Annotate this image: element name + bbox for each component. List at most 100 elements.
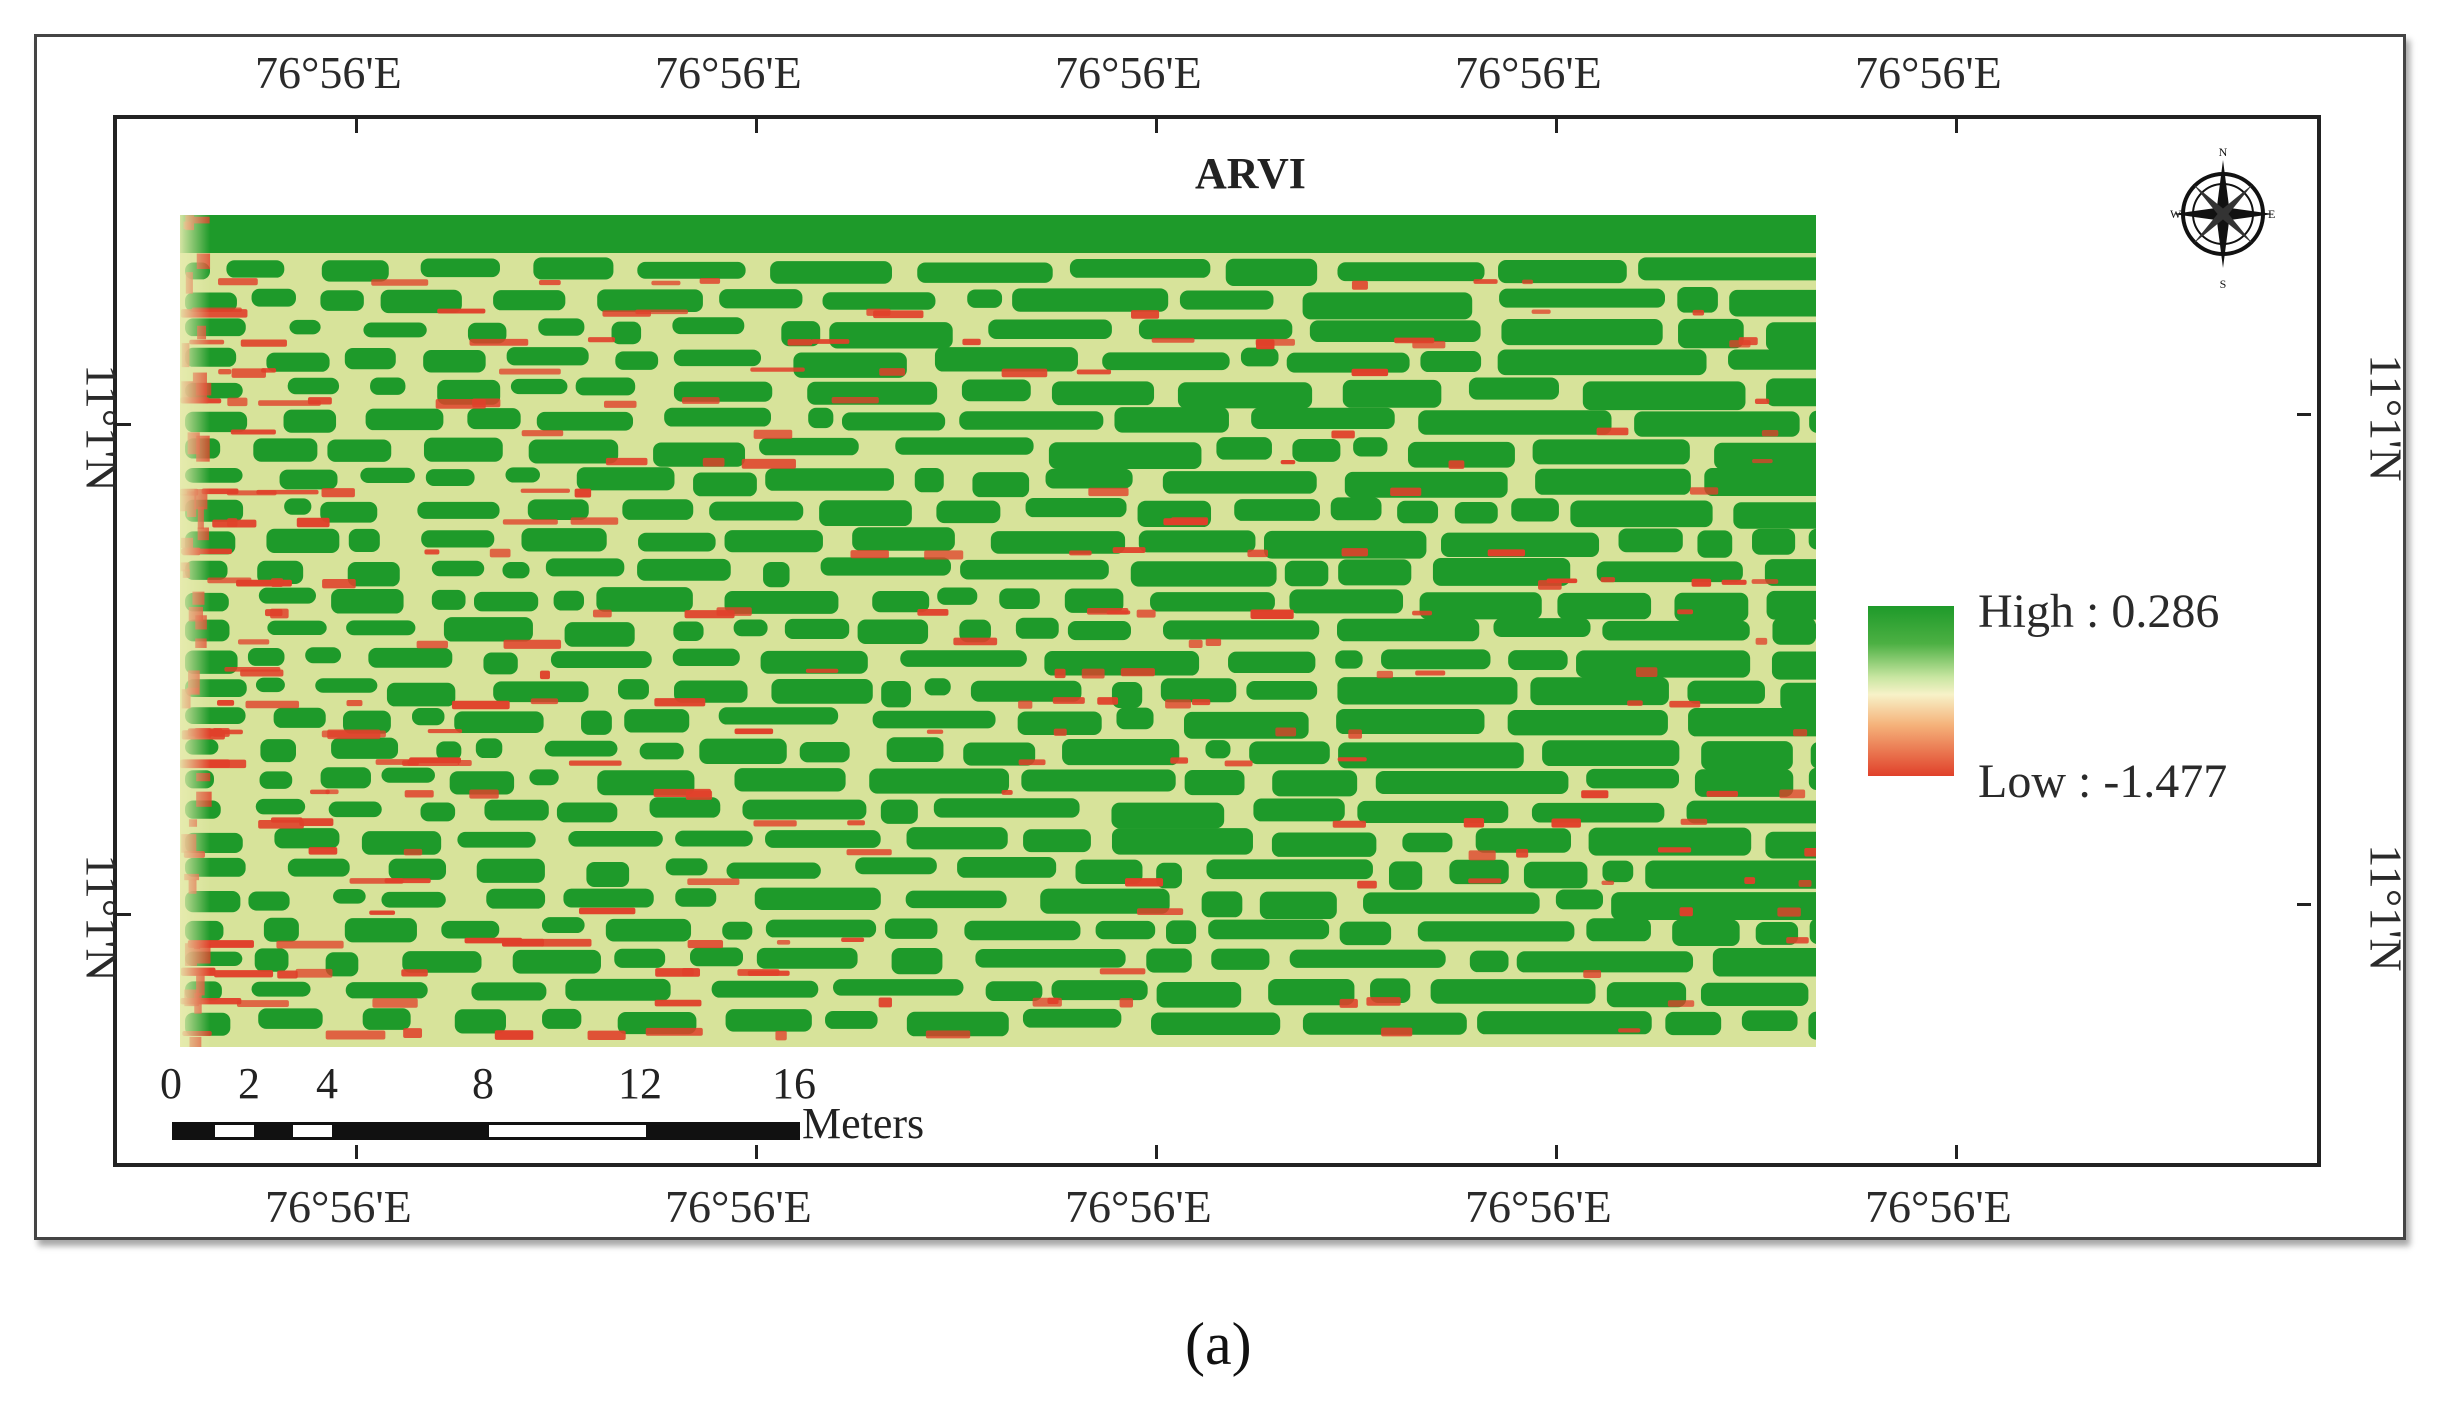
vegetation-patch <box>1116 707 1154 730</box>
vegetation-patch <box>765 830 881 848</box>
lon-label-top-3: 76°56'E <box>1055 47 1202 98</box>
vegetation-patch <box>1808 528 1816 550</box>
low-index-patch <box>699 278 721 284</box>
vegetation-patch <box>1638 257 1816 281</box>
low-index-patch <box>227 397 248 407</box>
vegetation-patch <box>575 377 636 396</box>
low-index-patch <box>605 457 648 466</box>
vegetation-patch <box>1138 530 1256 553</box>
vegetation-patch <box>348 528 380 553</box>
low-index-patch <box>416 640 448 649</box>
vegetation-patch <box>857 619 929 645</box>
vegetation-patch <box>596 587 693 612</box>
low-index-patch <box>1463 818 1485 828</box>
vegetation-patch <box>1618 528 1683 553</box>
vegetation-patch <box>605 918 692 942</box>
scale-tick-4: 4 <box>316 1059 338 1108</box>
low-index-patch <box>403 1028 423 1038</box>
low-index-patch <box>1224 760 1253 767</box>
vegetation-patch <box>1596 561 1743 583</box>
vegetation-patch <box>719 289 803 309</box>
vegetation-patch <box>1342 379 1442 408</box>
vegetation-patch <box>255 677 285 693</box>
vegetation-patch <box>289 319 321 335</box>
vegetation-patch <box>1208 919 1330 940</box>
vegetation-patch <box>1069 258 1211 278</box>
low-index-patch <box>1376 670 1393 679</box>
vegetation-patch <box>1407 441 1515 468</box>
vegetation-patch <box>287 858 350 877</box>
vegetation-patch <box>226 260 285 278</box>
low-index-patch <box>1112 547 1146 553</box>
vegetation-patch <box>1634 411 1800 437</box>
vegetation-patch <box>1344 471 1508 498</box>
low-index-patch <box>1018 700 1033 709</box>
vegetation-patch <box>1477 1011 1652 1035</box>
low-index-patch <box>499 368 561 375</box>
vegetation-patch <box>362 1008 411 1030</box>
low-index-patch <box>651 280 681 286</box>
lon-label-bottom-4: 76°56'E <box>1465 1181 1612 1232</box>
low-index-patch <box>1412 610 1433 616</box>
low-index-patch <box>1250 609 1294 620</box>
legend-high-label: High : 0.286 <box>1978 585 2220 638</box>
low-index-patch <box>962 338 981 346</box>
low-index-patch <box>520 488 570 493</box>
low-index-patch <box>325 789 339 795</box>
scale-seg <box>332 1125 489 1137</box>
vegetation-patch <box>1151 1012 1281 1036</box>
vegetation-patch <box>820 557 951 576</box>
vegetation-patch <box>1686 800 1816 824</box>
low-index-patch <box>753 429 793 439</box>
vegetation-patch <box>381 891 446 908</box>
vegetation-patch <box>506 347 589 366</box>
vegetation-patch <box>819 500 912 527</box>
vegetation-patch <box>793 352 907 378</box>
vegetation-patch <box>1336 618 1480 642</box>
vegetation-patch <box>1701 741 1793 771</box>
vegetation-patch <box>1771 651 1816 680</box>
low-index-patch <box>687 940 724 949</box>
vegetation-patch <box>545 558 625 577</box>
low-index-patch <box>384 878 431 884</box>
lon-label-bottom-3: 76°56'E <box>1065 1181 1212 1232</box>
vegetation-patch <box>1353 437 1388 457</box>
vegetation-patch <box>536 411 634 431</box>
low-index-patch <box>538 280 561 286</box>
vegetation-patch <box>253 438 318 462</box>
vegetation-patch <box>825 1011 878 1029</box>
vegetation-patch <box>266 352 330 372</box>
scale-tick-0: 0 <box>160 1059 182 1108</box>
vegetation-patch <box>1728 349 1816 370</box>
vegetation-patch <box>1114 407 1229 433</box>
vegetation-patch <box>1809 410 1816 433</box>
vegetation-patch <box>1111 682 1143 709</box>
low-index-patch <box>1487 549 1526 557</box>
low-index-patch <box>404 790 434 798</box>
lat-label-right-2: 11°1'N <box>2360 844 2412 972</box>
low-index-patch <box>737 969 780 976</box>
vegetation-patch <box>1752 528 1796 555</box>
low-index-patch <box>574 488 592 498</box>
low-index-patch <box>687 878 740 885</box>
vegetation-patch <box>1062 739 1180 766</box>
lon-label-bottom-1: 76°56'E <box>265 1181 412 1232</box>
vegetation-patch <box>936 500 1001 524</box>
vegetation-patch <box>1493 618 1591 638</box>
grid-tick <box>2297 413 2311 416</box>
low-index-patch <box>878 997 892 1008</box>
low-index-patch <box>270 578 284 588</box>
vegetation-patch <box>770 261 892 284</box>
scale-seg <box>215 1125 254 1137</box>
vegetation-patch <box>759 437 859 456</box>
vegetation-patch <box>255 798 306 815</box>
vegetation-patch <box>380 289 462 314</box>
vegetation-patch <box>258 1008 323 1029</box>
vegetation-patch <box>305 647 342 664</box>
low-index-patch <box>831 397 879 404</box>
low-index-patch <box>1531 309 1551 314</box>
vegetation-patch <box>1588 827 1752 856</box>
vegetation-patch <box>527 499 589 520</box>
vegetation-patch <box>1162 471 1317 494</box>
low-index-patch <box>702 457 725 467</box>
